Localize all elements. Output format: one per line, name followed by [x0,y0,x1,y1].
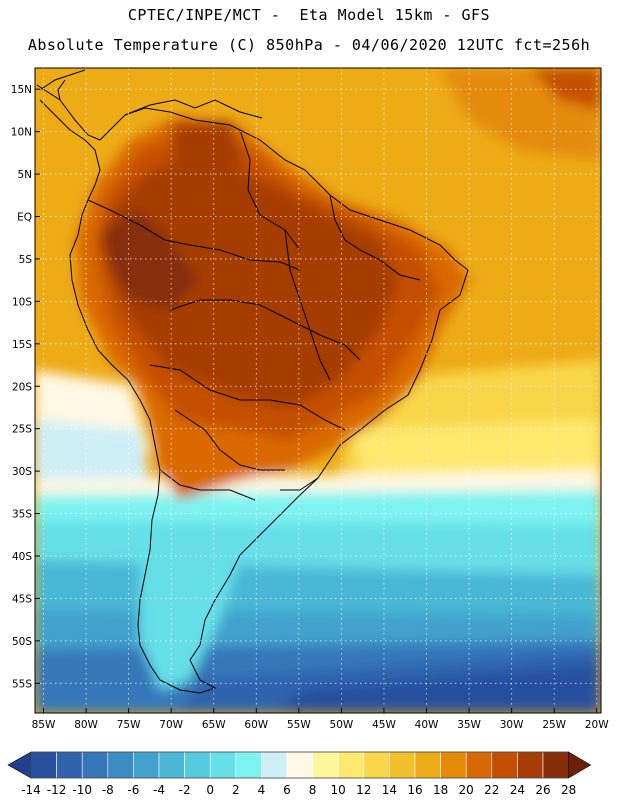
legend-label: -6 [127,783,139,797]
lon-tick-label: 20W [585,719,609,731]
lat-tick-label: EQ [17,212,32,224]
lat-tick-label: 5S [19,254,33,266]
lat-tick-label: 25S [12,424,32,436]
lon-tick-label: 35W [457,719,481,731]
legend-swatch [209,751,237,779]
legend-label: -4 [153,783,165,797]
legend-min-arrow [7,751,32,779]
legend-labels: -14 -12 -10 -8 -6 -4 -2 0 2 4 6 8 10 12 14 16 18 20 22 24 26… [21,783,576,797]
lon-tick-label: 45W [372,719,396,731]
lat-tick-label: 5N [17,169,32,181]
legend-swatch [158,751,185,779]
lon-tick-label: 25W [542,719,566,731]
legend-label: 10 [331,783,346,797]
lon-tick-label: 60W [244,719,268,731]
legend-swatch [184,751,211,779]
legend-swatch [542,751,569,779]
legend-label: 8 [309,783,317,797]
legend-swatches [7,751,592,779]
legend-outline [30,751,569,779]
legend-swatch [363,751,390,779]
legend-swatch [133,751,160,779]
lon-tick-label: 65W [202,719,226,731]
legend-swatch [517,751,544,779]
legend-swatch [337,751,365,779]
latitude-ticks: 15N 10N 5N EQ 5S 10S 15S 20S 25S 30S 35S 40S 45S 50S 5… [11,84,40,690]
legend-swatch [261,751,288,779]
coastlines [36,69,469,694]
legend-swatch [107,751,134,779]
lat-tick-label: 15S [12,339,32,351]
legend-label: 22 [484,783,499,797]
longitude-ticks: 85W 80W 75W 70W 65W 60W 55W 50W 45W 40W 35W 30W 25W 2… [32,708,609,731]
legend-swatch [312,751,339,779]
legend-label: 24 [510,783,525,797]
legend-label: -2 [179,783,191,797]
map-title-line-1: CPTEC/INPE/MCT - Eta Model 15km - GFS [127,6,491,24]
lat-tick-label: 40S [12,551,32,563]
lat-tick-label: 35S [12,509,32,521]
legend-label: 18 [433,783,448,797]
temperature-field [35,68,601,713]
legend-label: 16 [407,783,422,797]
legend-label: 20 [459,783,474,797]
lat-tick-label: 10S [12,296,32,308]
legend-label: -12 [47,783,67,797]
lon-tick-label: 50W [330,719,354,731]
legend-label: 6 [283,783,291,797]
legend-label: -14 [21,783,41,797]
lon-tick-label: 80W [74,719,98,731]
temperature-map: 15N 10N 5N EQ 5S 10S 15S 20S 25S 30S 35S 40S 45S 50S 5… [11,67,609,731]
lon-tick-label: 55W [287,719,311,731]
lon-tick-label: 40W [415,719,439,731]
lat-tick-label: 55S [12,678,32,690]
lat-tick-label: 45S [12,593,32,605]
legend-label: 12 [356,783,371,797]
map-frame [34,67,602,714]
lon-tick-label: 75W [117,719,141,731]
legend-swatch [56,751,83,779]
legend-label: -8 [102,783,114,797]
lat-tick-label: 50S [12,636,32,648]
legend-swatch [491,751,518,779]
lat-tick-label: 15N [11,84,32,96]
lat-tick-label: 20S [12,381,32,393]
lon-tick-label: 30W [500,719,524,731]
legend-swatch [440,751,467,779]
legend-swatch [465,751,493,779]
legend-swatch [81,751,109,779]
color-legend: -14 -12 -10 -8 -6 -4 -2 0 2 4 6 8 10 12 14 16 18 20 22 24 26… [7,751,592,797]
legend-swatch [30,751,57,779]
map-title-line-2: Absolute Temperature (C) 850hPa - 04/06/… [27,36,591,54]
lat-tick-label: 30S [12,466,32,478]
legend-label: 4 [258,783,266,797]
legend-label: 26 [535,783,550,797]
legend-swatch [389,751,416,779]
lat-tick-label: 10N [11,127,32,139]
legend-label: 0 [206,783,214,797]
lon-tick-label: 70W [159,719,183,731]
legend-label: -10 [72,783,92,797]
legend-swatch [286,751,313,779]
legend-swatch [235,751,262,779]
legend-swatch [414,751,441,779]
legend-label: 28 [561,783,576,797]
legend-label: 14 [382,783,397,797]
lon-tick-label: 85W [32,719,56,731]
legend-label: 2 [232,783,240,797]
legend-max-arrow [568,751,592,779]
